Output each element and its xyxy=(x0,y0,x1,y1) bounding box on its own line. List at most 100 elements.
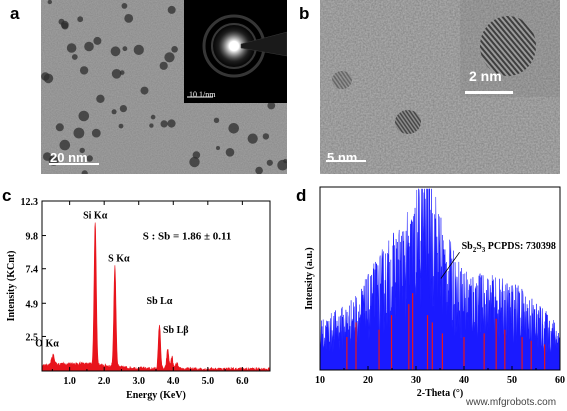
nanoparticle xyxy=(164,52,175,63)
nanoparticle xyxy=(124,14,134,23)
xrd-y-axis-label: Intensity (a.u.) xyxy=(304,247,315,310)
panel-a-scale-bar xyxy=(49,163,99,165)
eds-x-tick-label: 4.0 xyxy=(167,376,180,387)
eds-y-tick-label: 2.5 xyxy=(26,332,39,343)
xrd-x-tick-label: 20 xyxy=(363,375,373,386)
nanoparticle xyxy=(118,123,124,129)
nanoparticle xyxy=(121,3,128,9)
nanoparticle xyxy=(86,155,93,162)
panel-d-xrd-svg: 10 20 30 40 50 60 2-Theta (°) Intensity (a.u.) S… xyxy=(304,186,565,399)
nanoparticle xyxy=(55,123,64,132)
panel-a-label: a xyxy=(10,4,20,23)
eds-x-axis-label: Energy (KeV) xyxy=(126,390,186,401)
eds-peak-label: Sb Lβ xyxy=(163,325,189,336)
panel-b-label: b xyxy=(299,4,310,23)
nanoparticle xyxy=(110,46,121,57)
eds-x-tick-label: 1.0 xyxy=(63,376,76,387)
panel-d-xrd-chart: 10 20 30 40 50 60 2-Theta (°) Intensity (a.u.) S… xyxy=(285,185,567,411)
xrd-reference-label: Sb2S3 PCPDS: 730398 xyxy=(462,241,556,254)
nanoparticle xyxy=(267,101,276,110)
nanoparticle xyxy=(262,133,270,140)
nanoparticle xyxy=(84,41,94,52)
xrd-x-tick-label: 10 xyxy=(315,375,325,386)
nanoparticle xyxy=(79,147,85,154)
nanoparticle xyxy=(160,120,168,128)
eds-x-tick-label: 2.0 xyxy=(98,376,111,387)
xrd-reference-leader xyxy=(440,251,460,279)
nanoparticle xyxy=(247,133,258,144)
nanoparticle xyxy=(58,18,65,25)
panel-b-scale-label: 5 nm xyxy=(327,150,358,165)
xrd-pattern-area xyxy=(319,188,561,371)
panel-b-hrtem-inset xyxy=(460,0,560,97)
nanoparticle xyxy=(96,94,105,104)
eds-y-tick-label: 12.3 xyxy=(21,197,39,208)
nanoparticle xyxy=(150,114,156,120)
eds-peak-label: S Kα xyxy=(108,253,130,264)
nanoparticle xyxy=(43,152,52,161)
nanoparticle xyxy=(225,148,235,157)
xrd-x-axis-label: 2-Theta (°) xyxy=(417,388,464,399)
nanoparticle xyxy=(283,158,287,164)
eds-x-tick-label: 6.0 xyxy=(236,376,249,387)
nanoparticle xyxy=(189,156,200,168)
nanoparticle xyxy=(78,110,90,122)
nanoparticle xyxy=(167,119,176,128)
eds-x-tick-label: 3.0 xyxy=(132,376,145,387)
nanoparticle xyxy=(167,5,176,14)
nanoparticle xyxy=(119,70,125,75)
nanoparticle xyxy=(228,123,239,134)
watermark: www.mfgrobots.com xyxy=(466,397,557,408)
nanoparticle xyxy=(59,139,71,151)
nanoparticle xyxy=(81,170,88,174)
nanoparticle xyxy=(119,105,127,113)
nanoparticle xyxy=(171,46,178,53)
eds-y-tick-label: 9.8 xyxy=(26,232,39,243)
panel-c-label: c xyxy=(2,186,12,205)
nanoparticle xyxy=(266,159,273,166)
panel-c-eds-chart: 1.0 2.0 3.0 4.0 5.0 6.0 2.5 4.9 7.4 9.8 12.3 Energy… xyxy=(0,185,285,411)
eds-peak-label: Si Kα xyxy=(83,210,108,221)
nanoparticle xyxy=(255,166,263,174)
eds-y-tick-label: 4.9 xyxy=(26,299,39,310)
nanoparticle xyxy=(140,86,149,95)
nanoparticle xyxy=(77,16,84,23)
xrd-x-tick-label: 60 xyxy=(555,375,565,386)
nanoparticle xyxy=(159,61,168,70)
nanoparticle xyxy=(149,123,154,128)
eds-y-axis-label: Intensity (KCnt) xyxy=(6,251,17,322)
nanoparticle xyxy=(79,66,89,75)
eds-x-tick-label: 5.0 xyxy=(202,376,215,387)
panel-d-label: d xyxy=(296,186,307,205)
nanoparticle xyxy=(93,36,102,45)
panel-b-hrtem-image xyxy=(320,0,560,174)
nanoparticle xyxy=(111,109,117,115)
nanoparticle xyxy=(122,46,128,52)
xrd-x-tick-label: 50 xyxy=(507,375,517,386)
nanoparticle xyxy=(91,128,101,138)
xrd-x-tick-label: 30 xyxy=(411,375,421,386)
eds-peak-label: Sb Lα xyxy=(147,296,173,307)
eds-peak-label: O Kα xyxy=(35,339,59,350)
panel-a-diffraction-inset xyxy=(184,0,287,103)
nanoparticle xyxy=(71,54,78,60)
panel-c-eds-svg: 1.0 2.0 3.0 4.0 5.0 6.0 2.5 4.9 7.4 9.8 12.3 Energy… xyxy=(6,197,271,401)
nanoparticle xyxy=(133,44,144,56)
panel-a-tem-svg xyxy=(41,0,287,174)
eds-axes-frame xyxy=(41,200,271,372)
panel-a-inset-scale-label: 10 1/nm xyxy=(189,90,216,99)
nanoparticle xyxy=(111,69,122,79)
xrd-x-tick-label: 40 xyxy=(459,375,469,386)
nanoparticle xyxy=(213,117,220,124)
nanoparticle xyxy=(216,146,220,150)
panel-b-scale-bar xyxy=(326,160,366,162)
panel-b-inset-scale-label: 2 nm xyxy=(469,68,502,84)
nanoparticle xyxy=(61,22,69,30)
eds-ratio-annotation: S : Sb = 1.86 ± 0.11 xyxy=(143,231,232,243)
eds-y-tick-label: 7.4 xyxy=(26,265,39,276)
nanoparticle xyxy=(43,73,54,84)
panel-a-tem-image xyxy=(41,0,287,174)
panel-b-tem-svg xyxy=(320,0,560,174)
nanoparticle xyxy=(73,127,85,139)
nanoparticle xyxy=(66,43,77,53)
